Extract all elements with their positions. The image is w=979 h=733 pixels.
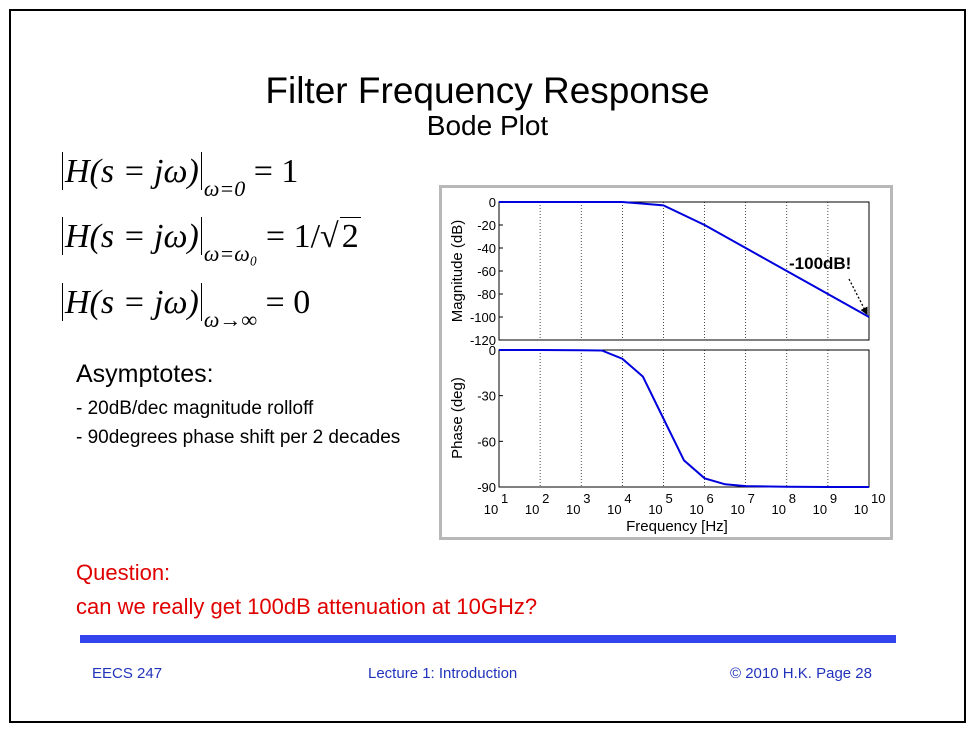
equation-lhs: H(s = jω): [65, 153, 199, 190]
frequency-tick-exponent: 7: [748, 491, 755, 506]
magnitude-y-tick-label: -100: [470, 310, 496, 325]
frequency-tick-exponent: 10: [871, 491, 885, 506]
asymptote-item-phase: - 90degrees phase shift per 2 decades: [76, 427, 401, 448]
frequency-tick-base: 10: [772, 502, 786, 517]
frequency-tick-label: 10 6: [689, 491, 713, 517]
magnitude-y-tick-label: -80: [477, 287, 496, 302]
frequency-tick-base: 10: [648, 502, 662, 517]
phase-plot-area: [498, 349, 870, 488]
equation-subscript: ω=ω₀: [203, 241, 258, 266]
frequency-tick-base: 10: [689, 502, 703, 517]
slide-subtitle: Bode Plot: [426, 110, 549, 141]
equation-sqrt-arg: 2: [339, 217, 361, 255]
phase-series-line: [499, 349, 869, 488]
magnitude-axis-label: Magnitude (dB): [449, 220, 466, 323]
asymptotes-heading: Asymptotes:: [76, 360, 214, 388]
frequency-tick-exponent: 6: [707, 491, 714, 506]
magnitude-annotation: -100dB!: [789, 254, 851, 273]
equation-rhs: = 0: [265, 284, 311, 321]
magnitude-y-tick-label: 0: [489, 195, 496, 210]
equation-subscript: ω=0: [203, 176, 246, 201]
footer-divider: [80, 635, 896, 643]
frequency-tick-exponent: 2: [542, 491, 549, 506]
footer-page: © 2010 H.K. Page 28: [730, 665, 872, 682]
frequency-tick-label: 105: [648, 491, 672, 517]
frequency-tick-exponent: 9: [830, 491, 837, 506]
frequency-tick-base: 10: [813, 502, 827, 517]
footer-course: EECS 247: [92, 665, 163, 682]
frequency-tick-exponent: 1: [501, 491, 508, 506]
equation-lhs: H(s = jω): [65, 284, 199, 321]
frequency-tick-exponent: 3: [583, 491, 590, 506]
frequency-tick-base: 10: [607, 502, 621, 517]
magnitude-plot-area: [498, 201, 870, 341]
frequency-tick-label: 102: [525, 491, 549, 517]
equation-lhs: H(s = jω): [65, 218, 199, 255]
equation-hf-gain: H(s = jω) ω→∞ = 0: [60, 283, 310, 333]
question-text: can we really get 100dB attenuation at 1…: [76, 594, 538, 619]
bode-plot: 0-20-40-60-80-100-1200-30-60-90101102103…: [449, 195, 886, 535]
frequency-tick-base: 10: [730, 502, 744, 517]
equation-corner-gain: H(s = jω) ω=ω₀ = 1/√2: [60, 217, 361, 267]
frequency-tick-label: 10 7: [730, 491, 754, 517]
frequency-tick-base: 10: [566, 502, 580, 517]
slide-title: Filter Frequency Response: [265, 70, 710, 111]
footer-lecture: Lecture 1: Introduction: [368, 665, 518, 682]
frequency-tick-label: 101: [484, 491, 508, 517]
frequency-tick-label: 104: [607, 491, 631, 517]
frequency-tick-exponent: 4: [624, 491, 631, 506]
magnitude-series-line: [499, 201, 870, 318]
frequency-tick-label: 109: [813, 491, 837, 517]
frequency-tick-label: 108: [772, 491, 796, 517]
phase-y-tick-label: -90: [477, 480, 496, 495]
magnitude-y-tick-label: -120: [470, 333, 496, 348]
frequency-tick-exponent: 5: [665, 491, 672, 506]
frequency-tick-label: 103: [566, 491, 590, 517]
annotation-arrow: [848, 278, 868, 316]
magnitude-y-tick-label: -20: [477, 218, 496, 233]
equation-rhs: = 1/: [265, 218, 321, 255]
frequency-tick-base: 10: [525, 502, 539, 517]
magnitude-y-tick-label: -40: [477, 241, 496, 256]
asymptote-item-magnitude: - 20dB/dec magnitude rolloff: [76, 398, 314, 419]
frequency-tick-exponent: 8: [789, 491, 796, 506]
question-label: Question:: [76, 560, 171, 585]
frequency-tick-base: 10: [484, 502, 498, 517]
equation-rhs: = 1: [253, 153, 299, 190]
bode-plot-frame: 0 -20 -40 -60 -80 -100 -120 0 -30 -60 -90 10 1 10 2 10 3…: [439, 185, 893, 540]
equation-subscript: ω→∞: [203, 307, 258, 332]
phase-y-tick-label: 0: [489, 343, 496, 358]
phase-axis-label: Phase (deg): [449, 377, 466, 459]
frequency-tick-base: 10: [854, 502, 868, 517]
frequency-axis-label: Frequency [Hz]: [626, 518, 728, 535]
phase-y-tick-label: -60: [477, 434, 496, 449]
magnitude-y-tick-label: -60: [477, 264, 496, 279]
phase-y-tick-label: -30: [477, 389, 496, 404]
equation-dc-gain: H(s = jω) ω=0 = 1: [60, 152, 298, 202]
